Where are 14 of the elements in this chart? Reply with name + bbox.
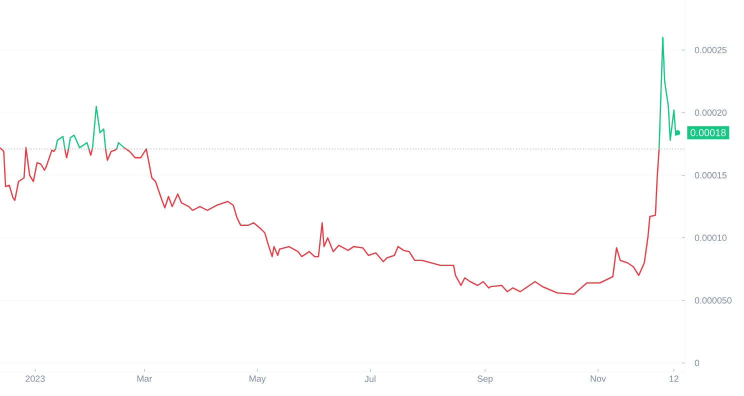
y-tick-label: 0.00025: [694, 46, 727, 54]
x-tick-label: Mar: [137, 376, 152, 382]
y-tick-label: 0: [694, 360, 700, 366]
y-tick-label: 0.00010: [694, 234, 727, 241]
x-tick-label: Jul: [364, 376, 376, 382]
annotation: 0.00018: [690, 129, 726, 136]
x-tick-label: May: [250, 376, 266, 384]
x-tick-label: Sep: [477, 376, 493, 384]
y-tick-label: 0.00020: [694, 109, 727, 116]
x-tick-label: 12: [670, 376, 678, 382]
x-tick-label: Nov: [590, 376, 606, 382]
y-tick-label: 0.000050: [694, 297, 732, 304]
x-tick-label: 2023: [26, 376, 45, 382]
y-tick-label: 0.00015: [694, 172, 727, 178]
